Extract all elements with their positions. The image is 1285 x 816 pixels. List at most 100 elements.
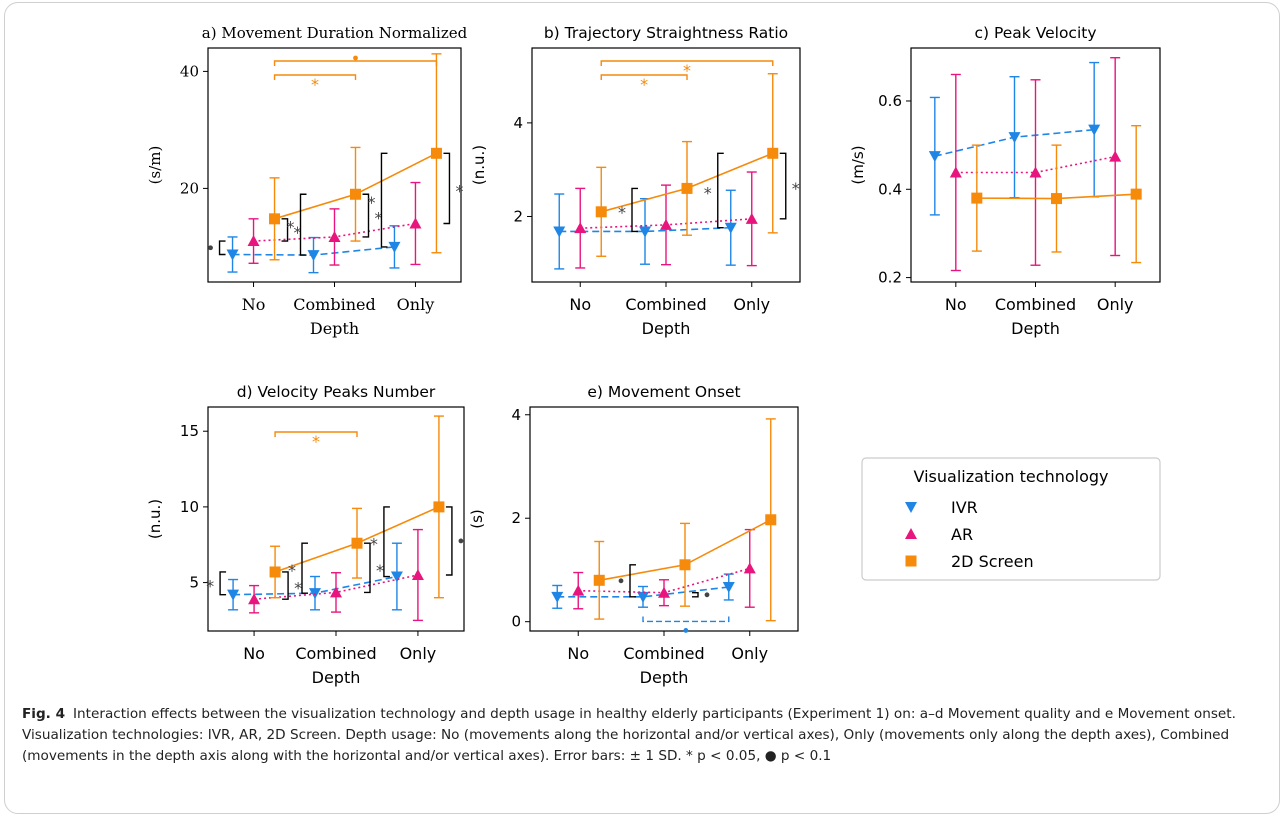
data-point	[1088, 124, 1101, 136]
data-point	[390, 571, 403, 583]
legend-marker	[905, 528, 917, 539]
y-axis-label: (n.u.)	[470, 145, 488, 185]
data-point	[1008, 132, 1021, 144]
data-point	[248, 593, 261, 605]
significance-star: *	[294, 579, 302, 598]
figure-frame	[4, 2, 1280, 814]
data-point	[1029, 166, 1042, 178]
data-point	[328, 230, 341, 242]
x-tick-label: Only	[733, 295, 770, 314]
data-point	[724, 222, 737, 234]
significance-bracket	[218, 240, 226, 256]
data-point	[553, 226, 566, 238]
significance-bracket	[692, 592, 699, 598]
y-tick-label: 0	[511, 613, 521, 631]
chart-title: e) Movement Onset	[587, 383, 740, 401]
y-axis-label: (m/s)	[849, 145, 867, 184]
data-point	[351, 537, 363, 549]
data-point	[574, 222, 587, 234]
significance-star: *	[704, 184, 712, 203]
chart-title: b) Trajectory Straightness Ratio	[544, 24, 788, 42]
x-tick-label: Combined	[625, 295, 706, 314]
comparison-bar	[273, 74, 357, 80]
legend-label: 2D Screen	[951, 552, 1034, 571]
significance-dot	[208, 245, 213, 251]
y-tick-label: 4	[513, 114, 523, 132]
significance-bracket	[445, 506, 453, 576]
legend-label: AR	[951, 525, 973, 544]
significance-bracket	[301, 542, 308, 594]
comparison-bar	[273, 60, 438, 66]
chart-panel-5: e) Movement Onset 0 2 4 (s) No Combined Only Dep…	[468, 383, 799, 687]
y-tick-label: 0.4	[878, 180, 902, 198]
significance-star: *	[792, 179, 800, 198]
data-point	[658, 586, 670, 598]
significance-star: *	[375, 209, 383, 228]
y-tick-label: 0.2	[878, 269, 902, 287]
x-tick-label: Combined	[995, 295, 1076, 314]
data-point	[247, 235, 260, 247]
figure-canvas: a) Movement Duration Normalized2040(s/m)…	[146, 24, 1161, 687]
data-point	[1051, 193, 1062, 205]
chart-panel-4: d) Velocity Peaks Number 5 10 15 (n.u.) No Com…	[146, 383, 465, 687]
comparison-star: *	[640, 75, 648, 94]
chart-title: d) Velocity Peaks Number	[237, 383, 436, 401]
data-point	[572, 584, 585, 596]
significance-dot	[704, 592, 710, 598]
chart-panel-1: a) Movement Duration Normalized 20 40 (s/m)…	[146, 24, 468, 338]
series-area	[227, 415, 445, 622]
significance-dot	[458, 538, 464, 544]
legend-box	[861, 457, 1161, 581]
y-tick-label: 20	[180, 179, 199, 197]
comparison-dot-ivr	[683, 628, 689, 633]
significance-bracket	[362, 193, 370, 238]
data-point	[551, 591, 564, 603]
significance-star: *	[287, 218, 295, 237]
data-point	[388, 241, 401, 253]
y-tick-label: 4	[511, 406, 521, 424]
chart-panel-3: c) Peak Velocity 0.2 0.4 0.6 (m/s) No Combined…	[849, 24, 1161, 338]
significance-star: *	[618, 203, 626, 222]
x-tick-label: Only	[1097, 295, 1134, 314]
series-area	[226, 53, 442, 274]
y-tick-label: 2	[511, 509, 521, 527]
data-point	[411, 569, 424, 580]
x-tick-label: Only	[400, 644, 437, 663]
x-axis-label: Depth	[1011, 319, 1060, 338]
data-point	[226, 249, 239, 261]
significance-star: *	[367, 193, 375, 212]
data-point	[637, 591, 649, 603]
significance-bracket	[383, 506, 390, 578]
legend-marker	[905, 555, 917, 567]
data-point	[949, 166, 962, 178]
data-point	[743, 562, 756, 574]
x-tick-label: No	[243, 644, 265, 663]
significance-bracket	[629, 564, 636, 598]
data-point	[639, 226, 651, 238]
series-area	[928, 57, 1142, 272]
y-tick-label: 10	[180, 498, 199, 516]
x-tick-label: Only	[731, 644, 768, 663]
significance-bracket	[443, 152, 451, 225]
significance-bracket	[299, 193, 307, 256]
x-axis-label: Depth	[310, 319, 359, 338]
comparison-star: *	[683, 61, 691, 80]
data-point	[928, 151, 941, 163]
significance-star: *	[206, 576, 214, 595]
significance-star: *	[294, 223, 302, 242]
x-tick-label: No	[242, 295, 266, 314]
y-tick-label: 40	[180, 62, 199, 80]
comparison-bar	[274, 431, 358, 437]
y-axis-label: (s)	[468, 509, 486, 529]
x-axis-label: Depth	[640, 668, 689, 687]
significance-dot	[618, 578, 624, 584]
significance-bracket	[219, 571, 227, 596]
data-point	[269, 566, 281, 578]
chart-panel-2: b) Trajectory Straightness Ratio 2 4 (n.u.)…	[470, 24, 801, 338]
x-tick-label: Combined	[295, 644, 376, 663]
data-point	[409, 217, 422, 229]
caption-text: Interaction effects between the visualiz…	[22, 706, 1236, 764]
chart-title: c) Peak Velocity	[974, 24, 1096, 42]
y-axis-label: (s/m)	[146, 146, 164, 185]
x-tick-label: No	[567, 644, 589, 663]
